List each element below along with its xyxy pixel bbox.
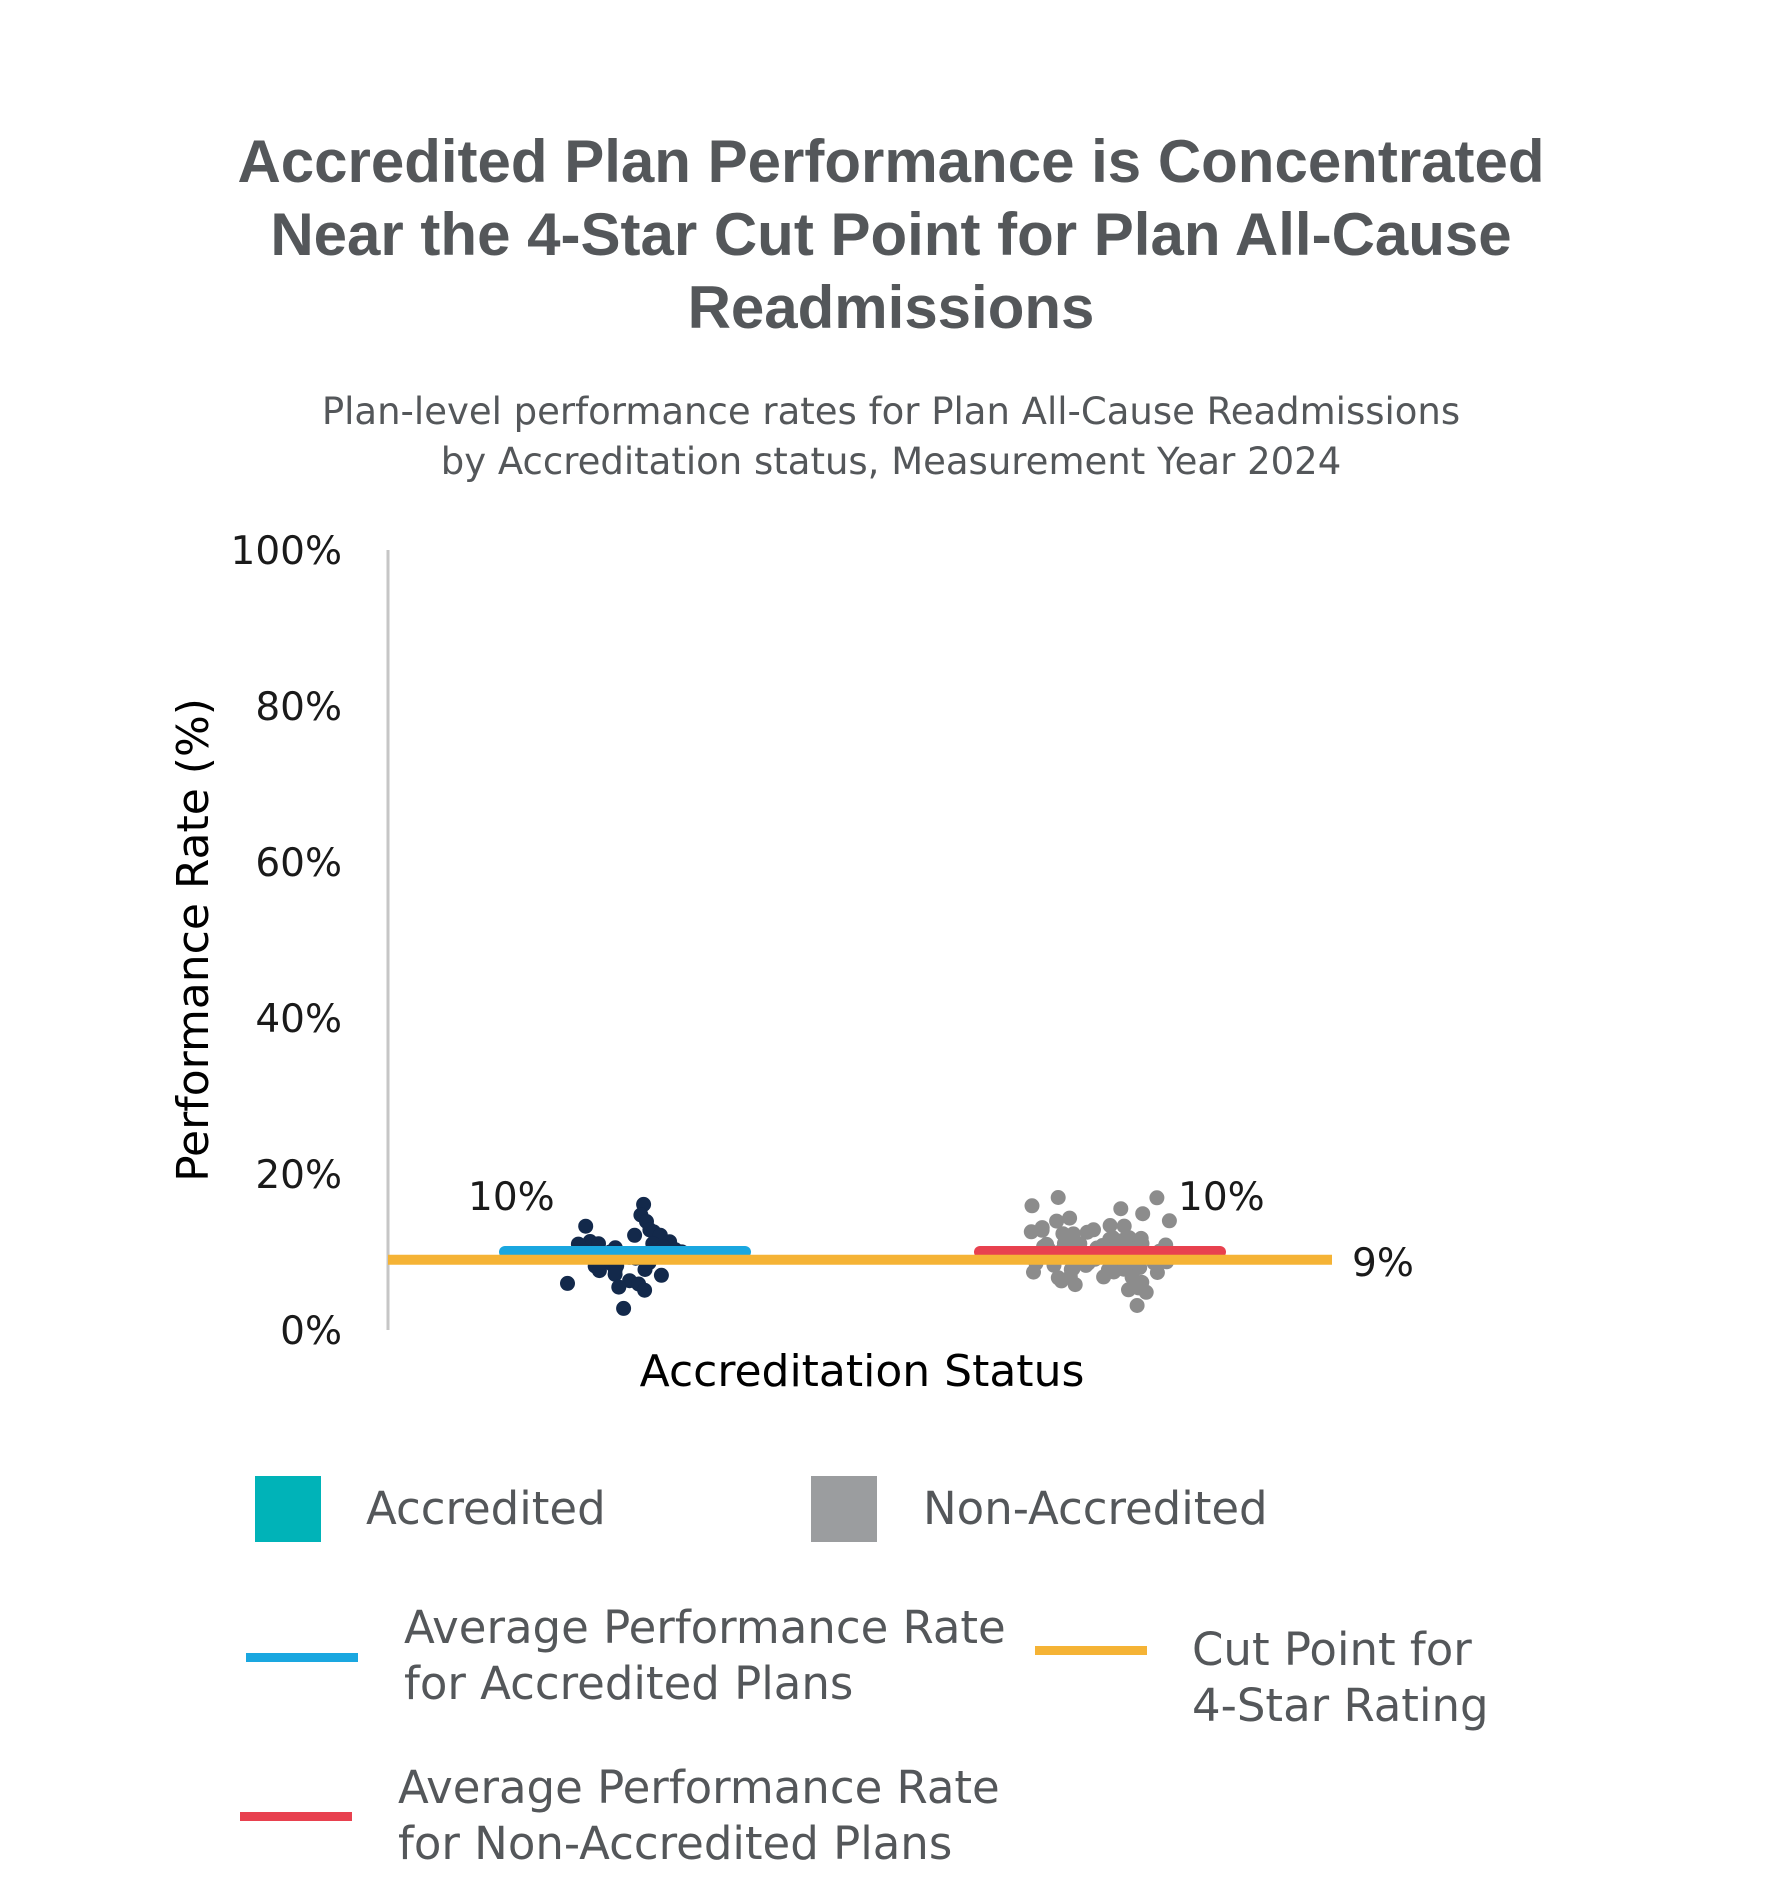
chart-subtitle: Plan-level performance rates for Plan Al…: [0, 387, 1782, 487]
avg-non-accredited-value-label: 10%: [1178, 1175, 1265, 1220]
data-point: [1116, 1218, 1132, 1234]
reference-lines: [388, 1246, 1332, 1265]
data-point: [637, 1262, 653, 1277]
data-point: [607, 1266, 623, 1282]
y-tick-label: 100%: [231, 529, 343, 574]
y-tick-label: 0%: [280, 1309, 342, 1354]
chart-subtitle-line-1: Plan-level performance rates for Plan Al…: [321, 390, 1461, 433]
data-point: [637, 1282, 653, 1298]
legend-non-accredited-swatch: [811, 1476, 877, 1542]
data-point: [1149, 1190, 1165, 1206]
data-point: [1121, 1282, 1136, 1298]
data-point: [616, 1300, 632, 1316]
data-point: [1024, 1198, 1040, 1214]
data-point: [1102, 1218, 1118, 1233]
data-point: [1096, 1269, 1112, 1285]
x-axis-title: Accreditation Status: [640, 1346, 1085, 1397]
legend-cut-point-label: Cut Point for 4-Star Rating: [1192, 1622, 1489, 1734]
data-point: [1026, 1264, 1041, 1280]
data-point: [1138, 1284, 1154, 1300]
data-point: [611, 1279, 627, 1295]
cut-point-value-label: 9%: [1352, 1241, 1414, 1286]
y-tick-label: 40%: [255, 997, 342, 1042]
legend-cut-point-line: [1035, 1646, 1147, 1655]
data-point: [1113, 1201, 1129, 1217]
chart-title-line-3: Readmissions: [687, 274, 1095, 341]
avg-accredited-value-label: 10%: [468, 1175, 555, 1220]
y-tick-label: 80%: [255, 685, 342, 730]
y-tick-label: 20%: [255, 1153, 342, 1198]
data-point: [1135, 1206, 1151, 1222]
legend-avg-accredited-line-2: for Accredited Plans: [404, 1657, 854, 1710]
legend-avg-non-accredited-line-2: for Non-Accredited Plans: [398, 1817, 953, 1870]
data-point: [560, 1275, 575, 1291]
data-point: [1067, 1277, 1083, 1293]
legend-cut-point-line-2: 4-Star Rating: [1192, 1679, 1489, 1732]
legend-avg-non-accredited-label: Average Performance Rate for Non-Accredi…: [398, 1760, 1000, 1872]
legend-avg-non-accredited-line-1: Average Performance Rate: [398, 1761, 1000, 1814]
legend-avg-accredited-line: [246, 1653, 358, 1662]
legend-avg-accredited-label: Average Performance Rate for Accredited …: [404, 1600, 1006, 1712]
legend-non-accredited-label: Non-Accredited: [923, 1482, 1268, 1535]
legend-accredited-swatch: [255, 1476, 321, 1542]
data-point: [1053, 1273, 1069, 1289]
value-labels: 10% 10% 9%: [468, 1175, 1414, 1286]
data-point: [1023, 1224, 1039, 1240]
y-tick-labels: 0% 20% 40% 60% 80% 100%: [231, 529, 343, 1354]
data-point: [653, 1267, 669, 1283]
chart-title: Accredited Plan Performance is Concentra…: [0, 125, 1782, 344]
data-point: [1149, 1265, 1165, 1280]
data-point: [591, 1263, 607, 1279]
data-point: [1079, 1224, 1095, 1240]
data-point: [1050, 1190, 1066, 1205]
data-point: [1161, 1213, 1177, 1229]
chart-title-line-1: Accredited Plan Performance is Concentra…: [237, 128, 1545, 195]
data-point: [1129, 1298, 1145, 1313]
chart-title-line-2: Near the 4-Star Cut Point for Plan All-C…: [270, 201, 1512, 268]
chart-subtitle-line-2: by Accreditation status, Measurement Yea…: [440, 440, 1342, 483]
legend-accredited-label: Accredited: [366, 1482, 606, 1535]
y-tick-label: 60%: [255, 841, 342, 886]
legend-avg-accredited-line-1: Average Performance Rate: [404, 1601, 1006, 1654]
legend-cut-point-line-1: Cut Point for: [1192, 1623, 1472, 1676]
data-point: [1049, 1213, 1065, 1229]
data-point: [1062, 1210, 1078, 1226]
y-axis-title: Performance Rate (%): [168, 698, 219, 1182]
data-point: [627, 1227, 643, 1243]
legend-avg-non-accredited-line: [240, 1812, 352, 1821]
data-point: [578, 1218, 594, 1234]
